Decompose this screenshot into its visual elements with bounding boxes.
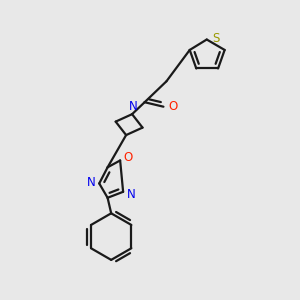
Text: N: N [86,176,95,189]
Text: N: N [127,188,136,201]
Text: O: O [168,100,178,113]
Text: S: S [212,32,219,44]
Text: O: O [124,151,133,164]
Text: N: N [129,100,138,113]
